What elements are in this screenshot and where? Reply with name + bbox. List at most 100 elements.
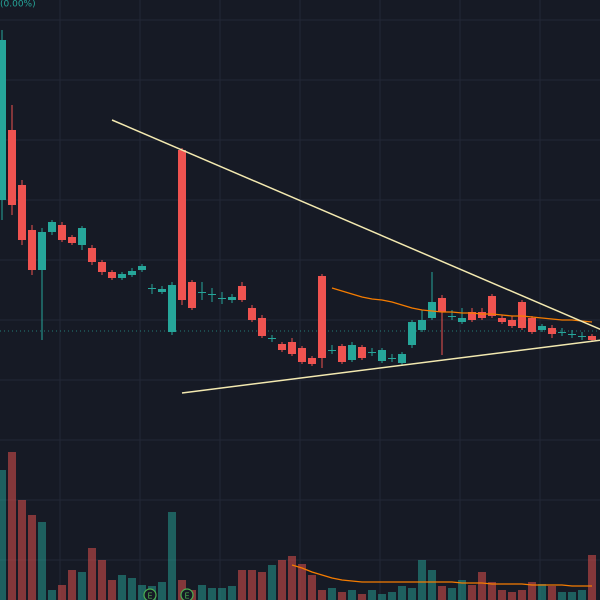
volume-bar — [448, 588, 456, 600]
volume-bar — [588, 555, 596, 600]
candle-body — [348, 345, 356, 360]
candle-body — [0, 40, 6, 200]
volume-bar — [378, 594, 386, 600]
candle-body — [278, 344, 286, 350]
candle-body — [318, 276, 326, 358]
volume-bar — [78, 572, 86, 600]
volume-bar — [408, 588, 416, 600]
candle-body — [148, 288, 156, 289]
change-label: (0.00%) — [0, 0, 36, 10]
volume-bar — [498, 590, 506, 600]
volume-bar — [288, 556, 296, 600]
candle-body — [208, 294, 216, 295]
candle-body — [338, 346, 346, 362]
candle-body — [498, 318, 506, 322]
candle-body — [568, 334, 576, 335]
candle-body — [178, 150, 186, 300]
volume-bar — [278, 560, 286, 600]
volume-bar — [538, 584, 546, 600]
volume-bar — [108, 580, 116, 600]
candle-body — [98, 262, 106, 272]
candle-body — [268, 338, 276, 339]
volume-bar — [258, 572, 266, 600]
volume-bar — [38, 522, 46, 600]
volume-bar — [508, 592, 516, 600]
trendline — [111, 119, 600, 330]
volume-bar — [398, 586, 406, 600]
volume-bar — [348, 590, 356, 600]
volume-bar — [118, 575, 126, 600]
candle-body — [458, 318, 466, 322]
candle-body — [518, 302, 526, 328]
volume-bar — [318, 590, 326, 600]
volume-bar — [18, 500, 26, 600]
candle-body — [138, 266, 146, 270]
volume-bar — [578, 590, 586, 600]
candle-body — [328, 350, 336, 351]
volume-bar — [158, 582, 166, 600]
candle-body — [478, 312, 486, 318]
volume-bar — [468, 585, 476, 600]
volume-bar — [328, 588, 336, 600]
volume-bar — [248, 570, 256, 600]
candle-body — [248, 308, 256, 320]
candle-body — [408, 322, 416, 345]
candle-body — [18, 185, 26, 240]
candle-body — [128, 271, 136, 275]
candle-body — [528, 318, 536, 332]
volume-ma-line — [291, 564, 592, 587]
event-label: E — [184, 592, 189, 600]
volume-bar — [568, 592, 576, 600]
volume-bar — [198, 585, 206, 600]
candle-body — [48, 222, 56, 232]
volume-bar — [28, 515, 36, 600]
candle-body — [238, 286, 246, 300]
volume-bar — [548, 586, 556, 600]
candle-body — [298, 348, 306, 362]
candle-body — [28, 230, 36, 270]
volume-bar — [558, 592, 566, 600]
volume-bar — [98, 560, 106, 600]
candle-body — [398, 354, 406, 363]
volume-bar — [298, 564, 306, 600]
volume-bar — [418, 560, 426, 600]
candle-body — [438, 298, 446, 312]
volume-bar — [438, 586, 446, 600]
candle-body — [68, 237, 76, 243]
candle-body — [188, 282, 196, 308]
candle-body — [38, 232, 46, 270]
candle-body — [448, 316, 456, 317]
volume-bar — [68, 570, 76, 600]
candle-body — [368, 352, 376, 353]
candle-body — [308, 358, 316, 364]
volume-bar — [228, 586, 236, 600]
volume-bar — [518, 590, 526, 600]
volume-bar — [358, 594, 366, 600]
candle-body — [488, 296, 496, 316]
volume-bar — [48, 590, 56, 600]
candle-body — [538, 326, 546, 330]
volume-bar — [308, 575, 316, 600]
ma-line — [331, 287, 593, 323]
volume-bar — [238, 570, 246, 600]
candle-body — [118, 274, 126, 278]
candle-body — [428, 302, 436, 318]
candle-body — [168, 285, 176, 332]
volume-bar — [458, 580, 466, 600]
volume-bar — [218, 588, 226, 600]
candle-body — [508, 320, 516, 326]
candle-body — [88, 248, 96, 262]
volume-bar — [388, 592, 396, 600]
candle-body — [558, 332, 566, 333]
volume-bar — [88, 548, 96, 600]
event-label: E — [147, 592, 152, 600]
candle-body — [108, 272, 116, 278]
volume-bar — [128, 578, 136, 600]
volume-bar — [368, 590, 376, 600]
event-marker — [180, 588, 194, 600]
candle-body — [388, 358, 396, 359]
candle-body — [468, 312, 476, 320]
candle-body — [578, 336, 586, 337]
